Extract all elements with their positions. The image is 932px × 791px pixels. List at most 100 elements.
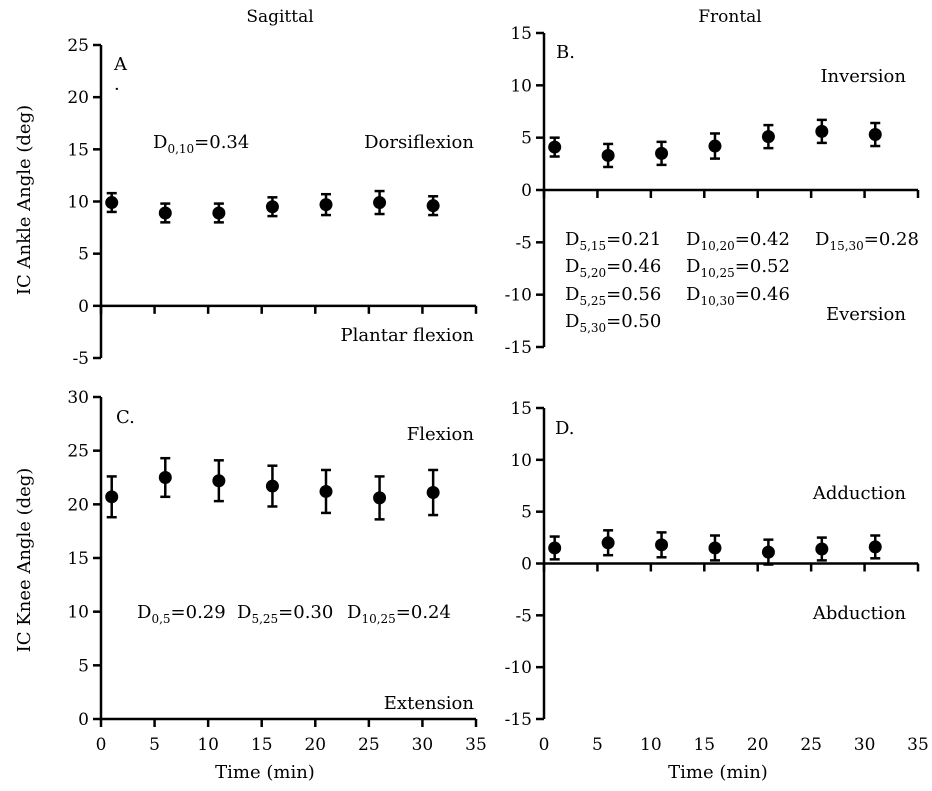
data-point (373, 491, 387, 505)
y-tick-label: 5 (521, 129, 532, 149)
annotation-symbol: D (565, 311, 579, 332)
panel-c: 0 5 10 15 20 25 30 0 5 10 15 20 25 30 35 C. Flexion Exten… (67, 388, 486, 755)
panel-d: -15 -10 -5 0 5 10 15 0 5 10 15 20 25 30 35 D. Adduction A… (505, 399, 929, 755)
effect-size-annotation: D5,25=0.56 (565, 284, 661, 308)
annotation-symbol: D (565, 256, 579, 277)
data-point (265, 200, 279, 214)
annotation-subscript: 5,30 (579, 321, 606, 335)
x-tick-label: 20 (304, 735, 326, 755)
data-point (548, 140, 562, 154)
annotation-value: =0.30 (278, 602, 333, 623)
x-tick-label: 5 (149, 735, 160, 755)
y-tick-label: 0 (521, 555, 532, 575)
data-point (815, 124, 829, 138)
y-tick-label: -10 (505, 658, 532, 678)
x-tick-label: 10 (197, 735, 219, 755)
x-tick-label: 35 (465, 735, 487, 755)
y-tick-label: 10 (510, 76, 532, 96)
panel-dot-mark: · (114, 79, 120, 100)
y-axis-title-knee: IC Knee Angle (deg) (14, 468, 35, 653)
data-point (158, 206, 172, 220)
direction-label-positive: Adduction (812, 483, 907, 504)
panel-b: -15-10-5051015B.InversionEversionD5,15=0… (505, 24, 920, 358)
y-tick-label: -10 (505, 286, 532, 306)
effect-size-annotation: D5,25=0.30 (237, 602, 333, 626)
y-tick-label: -5 (515, 233, 532, 253)
x-tick-label: 20 (747, 735, 769, 755)
effect-size-annotation: D5,15=0.21 (565, 229, 661, 253)
effect-size-annotation: D10,20=0.42 (686, 229, 790, 253)
data-point (373, 196, 387, 210)
effect-size-annotation: D0,10=0.34 (153, 132, 249, 156)
x-tick-label: 35 (907, 735, 929, 755)
annotation-symbol: D (815, 229, 829, 250)
data-point (158, 471, 172, 484)
x-tick-label: 15 (251, 735, 273, 755)
annotation-subscript: 0,10 (167, 142, 194, 156)
effect-size-annotation: D10,25=0.24 (347, 602, 451, 626)
annotation-value: =0.29 (171, 602, 226, 623)
direction-label-negative: Eversion (826, 304, 906, 325)
x-tick-label: 15 (693, 735, 715, 755)
annotation-subscript: 5,25 (251, 612, 278, 626)
y-tick-label: 10 (510, 451, 532, 471)
x-tick-label: 30 (412, 735, 434, 755)
column-title-sagittal: Sagittal (246, 7, 313, 27)
annotation-subscript: 15,30 (829, 239, 863, 253)
effect-size-annotation: D10,30=0.46 (686, 284, 790, 308)
annotation-subscript: 10,25 (700, 266, 734, 280)
data-point (655, 538, 669, 552)
y-tick-label: 30 (67, 388, 89, 408)
data-point (868, 540, 882, 554)
annotation-symbol: D (686, 229, 700, 250)
annotation-subscript: 5,15 (579, 239, 606, 253)
y-tick-label: 15 (510, 24, 532, 44)
annotation-value: =0.42 (735, 229, 790, 250)
x-axis-title-right: Time (min) (668, 762, 768, 783)
data-point (105, 490, 119, 504)
annotation-value: =0.50 (606, 311, 661, 332)
y-tick-label: 25 (67, 442, 89, 462)
panel-letter: C. (116, 407, 135, 428)
y-tick-label: 25 (67, 36, 89, 56)
annotation-symbol: D (565, 284, 579, 305)
x-tick-label: 25 (800, 735, 822, 755)
x-tick-label: 0 (539, 735, 550, 755)
data-point (319, 198, 333, 212)
x-tick-label: 5 (592, 735, 603, 755)
y-tick-label: 15 (67, 549, 89, 569)
annotation-symbol: D (347, 602, 361, 623)
effect-size-annotation: D5,30=0.50 (565, 311, 661, 335)
data-point (212, 206, 226, 220)
data-point (105, 196, 119, 210)
data-point (815, 542, 829, 556)
y-tick-label: 5 (78, 656, 89, 676)
column-title-frontal: Frontal (698, 7, 762, 27)
annotation-value: =0.34 (194, 132, 249, 153)
y-tick-label: 20 (67, 495, 89, 515)
y-tick-label: 10 (67, 603, 89, 623)
x-tick-label: 25 (358, 735, 380, 755)
y-tick-label: 5 (78, 245, 89, 265)
annotation-subscript: 0,5 (151, 612, 170, 626)
y-tick-label: 20 (67, 88, 89, 108)
panel-letter: A (113, 54, 128, 75)
effect-size-annotation: D10,25=0.52 (686, 256, 790, 280)
data-point (868, 128, 882, 142)
annotation-symbol: D (237, 602, 251, 623)
panel-a: -5 0 5 10 15 20 25 A · Dorsiflexion Plantar flexio… (67, 36, 478, 369)
y-axis-title-ankle: IC Ankle Angle (deg) (14, 105, 35, 295)
x-tick-label: 30 (854, 735, 876, 755)
data-point (655, 146, 669, 160)
x-axis-title-left: Time (min) (215, 762, 315, 783)
direction-label-positive: Inversion (820, 66, 906, 87)
y-tick-label: 0 (521, 181, 532, 201)
annotation-value: =0.21 (606, 229, 661, 250)
data-point (708, 541, 722, 555)
annotation-value: =0.46 (735, 284, 790, 305)
annotation-symbol: D (153, 132, 167, 153)
y-tick-label: -15 (505, 710, 532, 730)
annotation-subscript: 5,25 (579, 294, 606, 308)
annotation-subscript: 10,25 (361, 612, 395, 626)
annotation-subscript: 10,30 (700, 294, 734, 308)
